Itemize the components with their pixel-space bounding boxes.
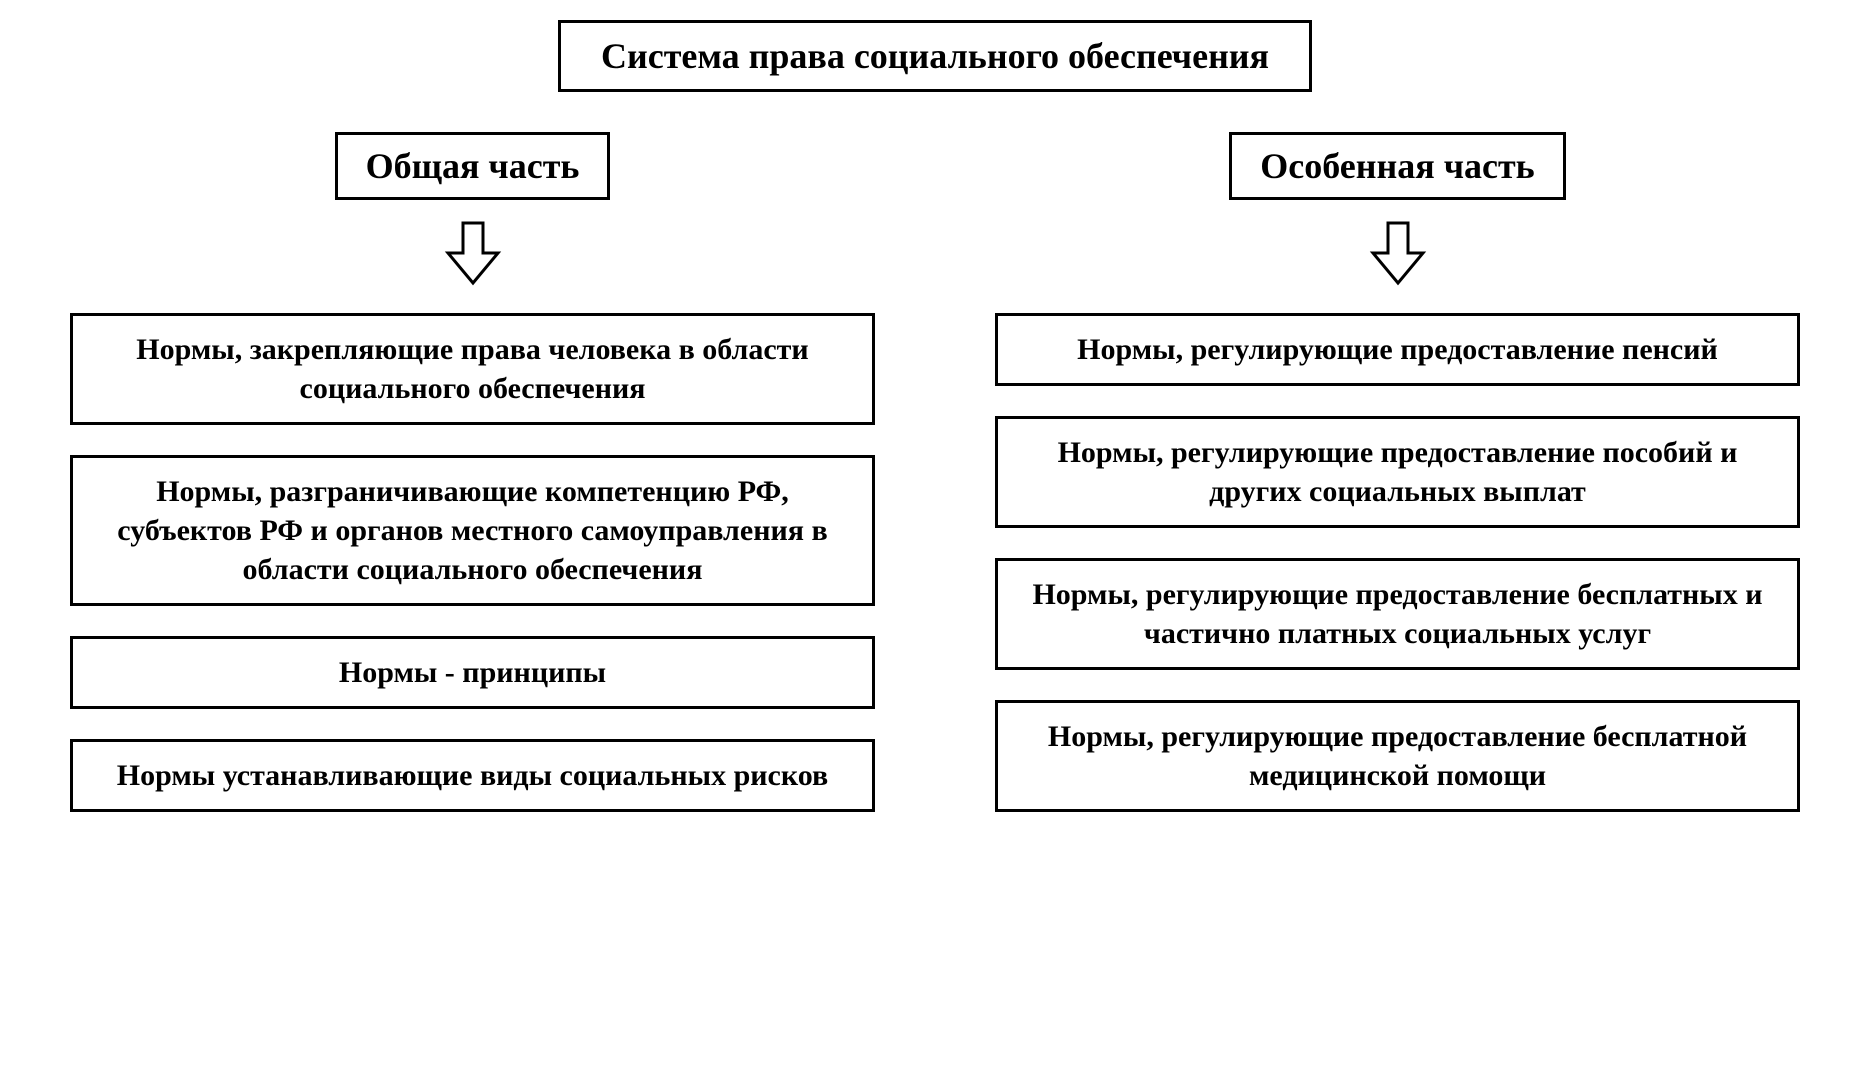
item-box: Нормы, регулирующие предоставление пособ… (995, 416, 1800, 528)
item-box: Нормы, регулирующие предоставление беспл… (995, 700, 1800, 812)
item-text: Нормы, регулирующие предоставление пособ… (1058, 436, 1738, 508)
item-box: Нормы, закрепляющие права человека в обл… (70, 313, 875, 425)
item-box: Нормы устанавливающие виды социальных ри… (70, 739, 875, 812)
diagram-columns: Общая часть Нормы, закрепляющие права че… (40, 132, 1830, 812)
left-header-text: Общая часть (366, 146, 580, 186)
left-column: Общая часть Нормы, закрепляющие права че… (70, 132, 875, 812)
item-box: Нормы - принципы (70, 636, 875, 709)
arrow-down-icon (443, 218, 503, 288)
item-text: Нормы, регулирующие предоставление беспл… (1048, 720, 1747, 792)
left-arrow (443, 218, 503, 288)
right-arrow (1368, 218, 1428, 288)
item-text: Нормы, закрепляющие права человека в обл… (136, 333, 808, 405)
right-header-text: Особенная часть (1260, 146, 1534, 186)
right-header: Особенная часть (1229, 132, 1565, 200)
item-text: Нормы устанавливающие виды социальных ри… (117, 759, 828, 792)
arrow-down-icon (1368, 218, 1428, 288)
left-items-container: Нормы, закрепляющие права человека в обл… (70, 313, 875, 812)
diagram-title: Система права социального обеспечения (558, 20, 1312, 92)
right-items-container: Нормы, регулирующие предоставление пенси… (995, 313, 1800, 812)
item-text: Нормы, регулирующие предоставление беспл… (1032, 578, 1762, 650)
item-text: Нормы, регулирующие предоставление пенси… (1077, 333, 1718, 366)
item-box: Нормы, разграничивающие компетенцию РФ, … (70, 455, 875, 606)
item-box: Нормы, регулирующие предоставление беспл… (995, 558, 1800, 670)
item-text: Нормы - принципы (339, 656, 606, 689)
left-header: Общая часть (335, 132, 611, 200)
diagram-title-text: Система права социального обеспечения (601, 36, 1269, 76)
right-column: Особенная часть Нормы, регулирующие пред… (995, 132, 1800, 812)
item-box: Нормы, регулирующие предоставление пенси… (995, 313, 1800, 386)
item-text: Нормы, разграничивающие компетенцию РФ, … (117, 475, 827, 586)
